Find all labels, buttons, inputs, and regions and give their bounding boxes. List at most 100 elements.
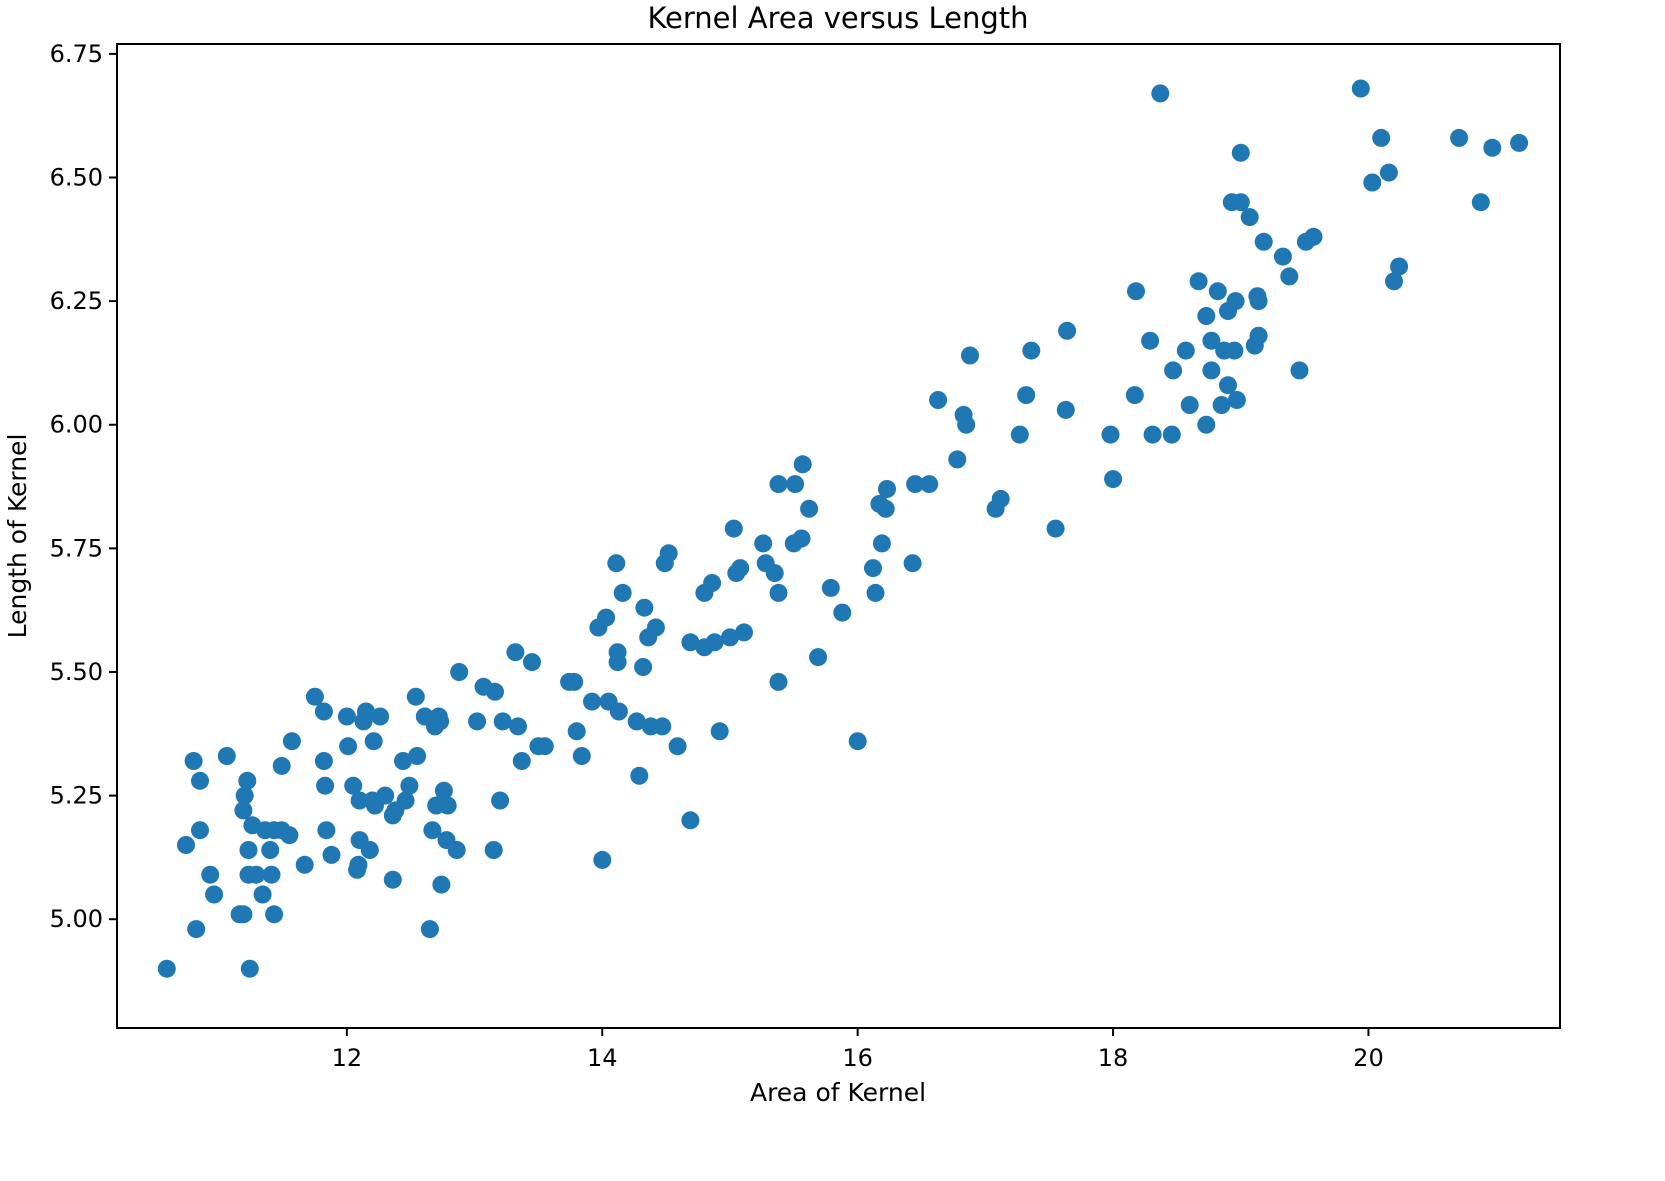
data-point: [800, 499, 819, 518]
data-point: [314, 702, 333, 721]
data-point: [607, 554, 626, 573]
data-point: [1127, 282, 1145, 301]
data-point: [1231, 193, 1250, 212]
data-point: [316, 776, 335, 795]
data-point: [423, 821, 442, 840]
data-point: [360, 841, 379, 859]
data-point: [724, 519, 743, 538]
y-tick-label: 6.75: [50, 40, 103, 68]
data-point: [1164, 361, 1183, 380]
y-tick-label: 5.50: [50, 658, 103, 686]
data-point: [1290, 361, 1309, 380]
data-point: [1176, 341, 1195, 360]
data-point: [535, 737, 554, 756]
data-point: [646, 618, 665, 637]
data-point: [565, 672, 584, 691]
data-point: [1212, 396, 1231, 414]
data-point: [364, 732, 383, 751]
data-point: [322, 845, 341, 864]
data-point: [681, 633, 700, 652]
data-point: [177, 836, 195, 854]
data-point: [506, 643, 525, 662]
data-point: [450, 663, 469, 681]
data-point: [205, 885, 224, 904]
data-point: [961, 346, 979, 365]
data-point: [710, 722, 729, 741]
data-point: [383, 870, 402, 889]
data-point: [408, 747, 427, 765]
data-point: [431, 712, 450, 731]
data-point: [793, 455, 812, 474]
data-point: [376, 786, 395, 805]
data-point: [509, 717, 527, 736]
data-point: [191, 821, 209, 840]
data-point: [1390, 257, 1409, 276]
data-point: [906, 475, 925, 494]
data-point: [703, 574, 722, 592]
data-point: [1225, 341, 1244, 360]
data-point: [1056, 400, 1075, 419]
data-point: [184, 752, 203, 770]
data-point: [1254, 232, 1273, 251]
data-point: [653, 717, 672, 736]
data-point: [635, 598, 654, 617]
data-point: [1125, 386, 1144, 405]
data-point: [420, 920, 439, 939]
data-point: [314, 752, 333, 770]
data-point: [1226, 292, 1245, 311]
data-point: [187, 920, 206, 939]
data-point: [1379, 163, 1398, 182]
data-point: [1280, 267, 1299, 286]
data-point: [339, 737, 358, 756]
data-point: [272, 756, 291, 775]
data-point: [247, 865, 266, 884]
data-point: [608, 653, 627, 672]
data-point: [609, 702, 628, 721]
data-point: [735, 623, 753, 642]
data-point: [1022, 341, 1041, 360]
data-point: [1249, 292, 1268, 311]
data-point: [261, 841, 280, 859]
data-point: [493, 712, 512, 731]
data-point: [754, 534, 773, 553]
x-tick-label: 14: [587, 1044, 618, 1072]
data-point: [920, 475, 939, 494]
data-point: [282, 732, 301, 751]
x-tick-label: 18: [1098, 1044, 1129, 1072]
data-point: [337, 707, 356, 726]
data-point: [809, 648, 828, 667]
data-point: [1101, 425, 1120, 444]
data-point: [1240, 208, 1259, 227]
data-point: [769, 672, 788, 691]
data-point: [447, 841, 466, 859]
data-point: [1471, 193, 1490, 212]
data-point: [1197, 307, 1216, 325]
data-point: [394, 752, 412, 770]
data-point: [1197, 415, 1216, 434]
data-point: [1189, 272, 1208, 291]
data-point: [371, 707, 390, 726]
data-point: [659, 544, 678, 563]
data-point: [484, 841, 503, 859]
data-point: [929, 391, 948, 409]
data-point: [567, 722, 586, 741]
data-point: [1219, 376, 1237, 395]
data-point: [613, 583, 632, 602]
data-point: [468, 712, 487, 731]
data-point: [1162, 425, 1181, 444]
data-point: [240, 959, 259, 978]
data-point: [295, 855, 314, 874]
data-point: [1141, 331, 1160, 350]
data-point: [235, 786, 254, 805]
data-point: [234, 801, 253, 820]
data-point: [157, 959, 176, 978]
data-point: [630, 766, 649, 785]
data-point: [357, 702, 375, 721]
y-tick-label: 6.25: [50, 287, 103, 315]
data-point: [948, 450, 967, 469]
y-tick-label: 5.75: [50, 534, 103, 562]
data-point: [597, 608, 616, 627]
data-point: [634, 658, 653, 676]
